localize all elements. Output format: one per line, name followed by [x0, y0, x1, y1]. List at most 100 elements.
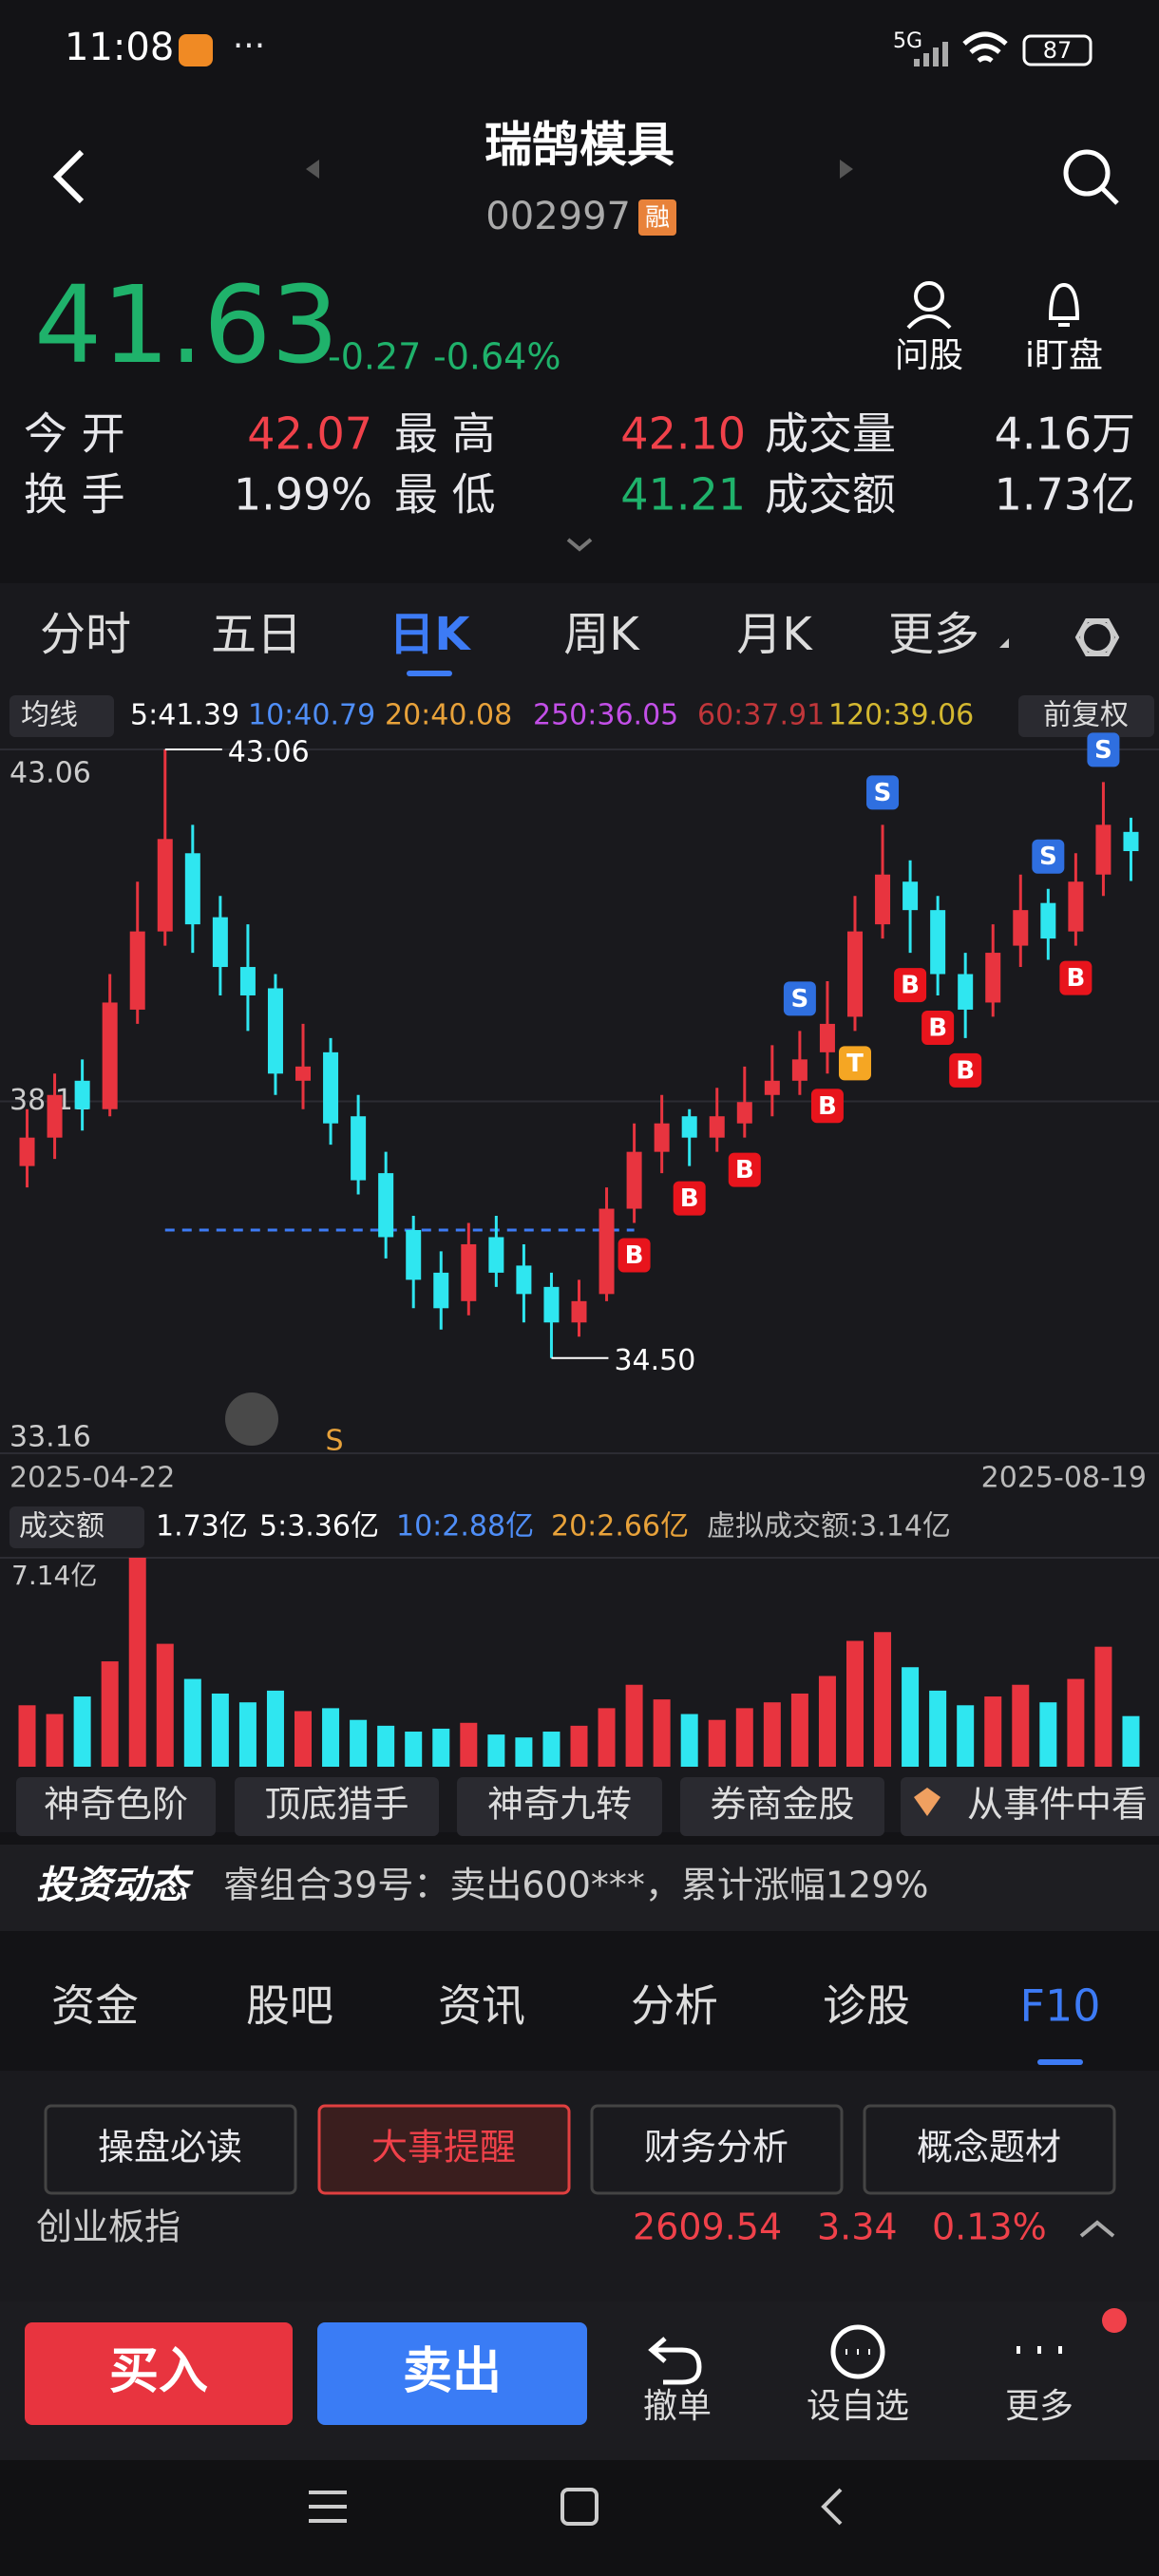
y-tick-label: 33.16 [10, 1421, 91, 1454]
nav-menu[interactable] [309, 2491, 347, 2523]
signal-badge[interactable] [728, 1152, 761, 1187]
candle-body [323, 1051, 339, 1124]
info-tab[interactable]: F10 [1020, 1980, 1101, 2032]
f10-button[interactable] [317, 2104, 571, 2195]
app-icon [179, 34, 213, 66]
period-tab[interactable]: 周K [563, 608, 640, 661]
buy-button[interactable] [25, 2322, 293, 2425]
period-tab[interactable]: 更多 [888, 608, 979, 661]
feature-chip-label: 神奇色阶 [44, 1784, 188, 1826]
volume-bar [266, 1690, 284, 1767]
signal-badge[interactable] [866, 775, 900, 810]
index-cell: 3.34 [817, 2207, 898, 2248]
info-tab[interactable]: 分析 [631, 1980, 718, 2032]
volume-bar [902, 1667, 920, 1767]
action-label[interactable]: 问股 [895, 336, 963, 375]
signal-badge[interactable] [922, 1010, 955, 1045]
feature-chip[interactable] [16, 1777, 216, 1836]
sell-button[interactable] [317, 2322, 587, 2425]
volume-bar [680, 1714, 698, 1767]
signal-badge[interactable] [894, 968, 927, 1003]
volume-bar [377, 1725, 395, 1767]
signal-badge[interactable] [1032, 839, 1065, 874]
nav-back[interactable] [821, 2488, 843, 2526]
adjust-label[interactable]: 前复权 [1043, 699, 1129, 732]
nav-home[interactable] [560, 2488, 598, 2526]
f10-button[interactable] [44, 2104, 297, 2195]
back-button[interactable] [52, 149, 85, 204]
news-title: 投资动态 [36, 1864, 194, 1907]
info-tab[interactable]: 资讯 [438, 1980, 525, 2032]
action-label[interactable]: i盯盘 [1025, 336, 1103, 375]
news-bar[interactable] [0, 1845, 1159, 1931]
signal-label: T [846, 1050, 864, 1078]
candle-body [102, 1002, 118, 1109]
buy-label: 买入 [109, 2343, 208, 2400]
signal-badge[interactable] [949, 1052, 982, 1088]
prev-stock[interactable] [306, 160, 319, 179]
feature-chip-label: 从事件中看 [967, 1784, 1148, 1826]
period-tab[interactable]: 分时 [40, 608, 131, 661]
signal-badge[interactable] [1087, 732, 1120, 767]
period-tab[interactable]: 五日 [211, 608, 302, 661]
feature-chip[interactable] [235, 1777, 439, 1836]
draw-tool[interactable] [225, 1392, 278, 1446]
period-tab[interactable]: 月K [736, 608, 813, 661]
index-cell: 0.13% [932, 2207, 1047, 2248]
tab-background [0, 1940, 1159, 2071]
cancel-icon[interactable] [648, 2337, 702, 2385]
settings-hex [1074, 618, 1120, 656]
feature-chip[interactable] [680, 1777, 884, 1836]
stock-code: 002997 [485, 195, 631, 238]
feature-chip[interactable] [457, 1777, 662, 1836]
candle-body [378, 1173, 394, 1238]
collapse-index[interactable] [1079, 2220, 1115, 2238]
signal-badge[interactable] [783, 981, 816, 1016]
search-button[interactable] [1063, 149, 1111, 197]
signal-badge[interactable] [1059, 960, 1092, 995]
ma-value: 10:40.79 [248, 699, 375, 732]
volume-value: 1.73亿 [156, 1510, 248, 1544]
signal-label: B [818, 1092, 837, 1121]
volume-box[interactable] [10, 1506, 144, 1548]
margin-tag: 融 [645, 204, 670, 233]
adjust-box[interactable] [1018, 695, 1154, 737]
tag-box [638, 199, 676, 236]
volume-bar [763, 1702, 781, 1767]
volume-bar [846, 1640, 864, 1767]
signal-label: B [625, 1241, 644, 1270]
bottom-action[interactable]: 更多 [1005, 2387, 1074, 2426]
expand-chevron[interactable] [566, 538, 593, 552]
info-tab[interactable]: 诊股 [823, 1980, 910, 2032]
ask-icon[interactable] [914, 281, 944, 312]
candle-body [295, 1066, 312, 1081]
candle-body [1123, 831, 1139, 852]
candle-body [764, 1080, 780, 1095]
next-stock[interactable] [840, 160, 853, 179]
info-tab[interactable]: 资金 [51, 1980, 139, 2032]
watch-icon[interactable] [1048, 282, 1080, 327]
signal-badge[interactable] [618, 1238, 651, 1273]
candle-body [958, 974, 974, 1010]
ma-label[interactable]: 均线 [21, 699, 78, 732]
period-tab[interactable]: 日K [389, 608, 471, 661]
ma-box[interactable] [10, 695, 114, 737]
signal-badge[interactable] [838, 1046, 871, 1081]
f10-button[interactable] [590, 2104, 844, 2195]
bottom-action[interactable]: 设自选 [807, 2387, 909, 2426]
volume-bar [460, 1722, 478, 1767]
f10-button-label: 操盘必读 [98, 2127, 242, 2169]
volume-bar [18, 1705, 36, 1767]
f10-button[interactable] [863, 2104, 1116, 2195]
start-date: 2025-04-22 [10, 1462, 175, 1495]
info-tab[interactable]: 股吧 [246, 1980, 333, 2032]
f10-button-label: 概念题材 [917, 2127, 1061, 2169]
bottom-action[interactable]: 撤单 [643, 2387, 712, 2426]
watchlist-icon[interactable] [830, 2324, 885, 2379]
signal-badge[interactable] [673, 1181, 706, 1216]
volume-bar [432, 1728, 450, 1767]
volume-label[interactable]: 成交额 [19, 1510, 104, 1544]
signal-badge[interactable] [810, 1089, 844, 1124]
ma-value: 120:39.06 [828, 699, 974, 732]
feature-chip[interactable] [901, 1777, 1159, 1836]
